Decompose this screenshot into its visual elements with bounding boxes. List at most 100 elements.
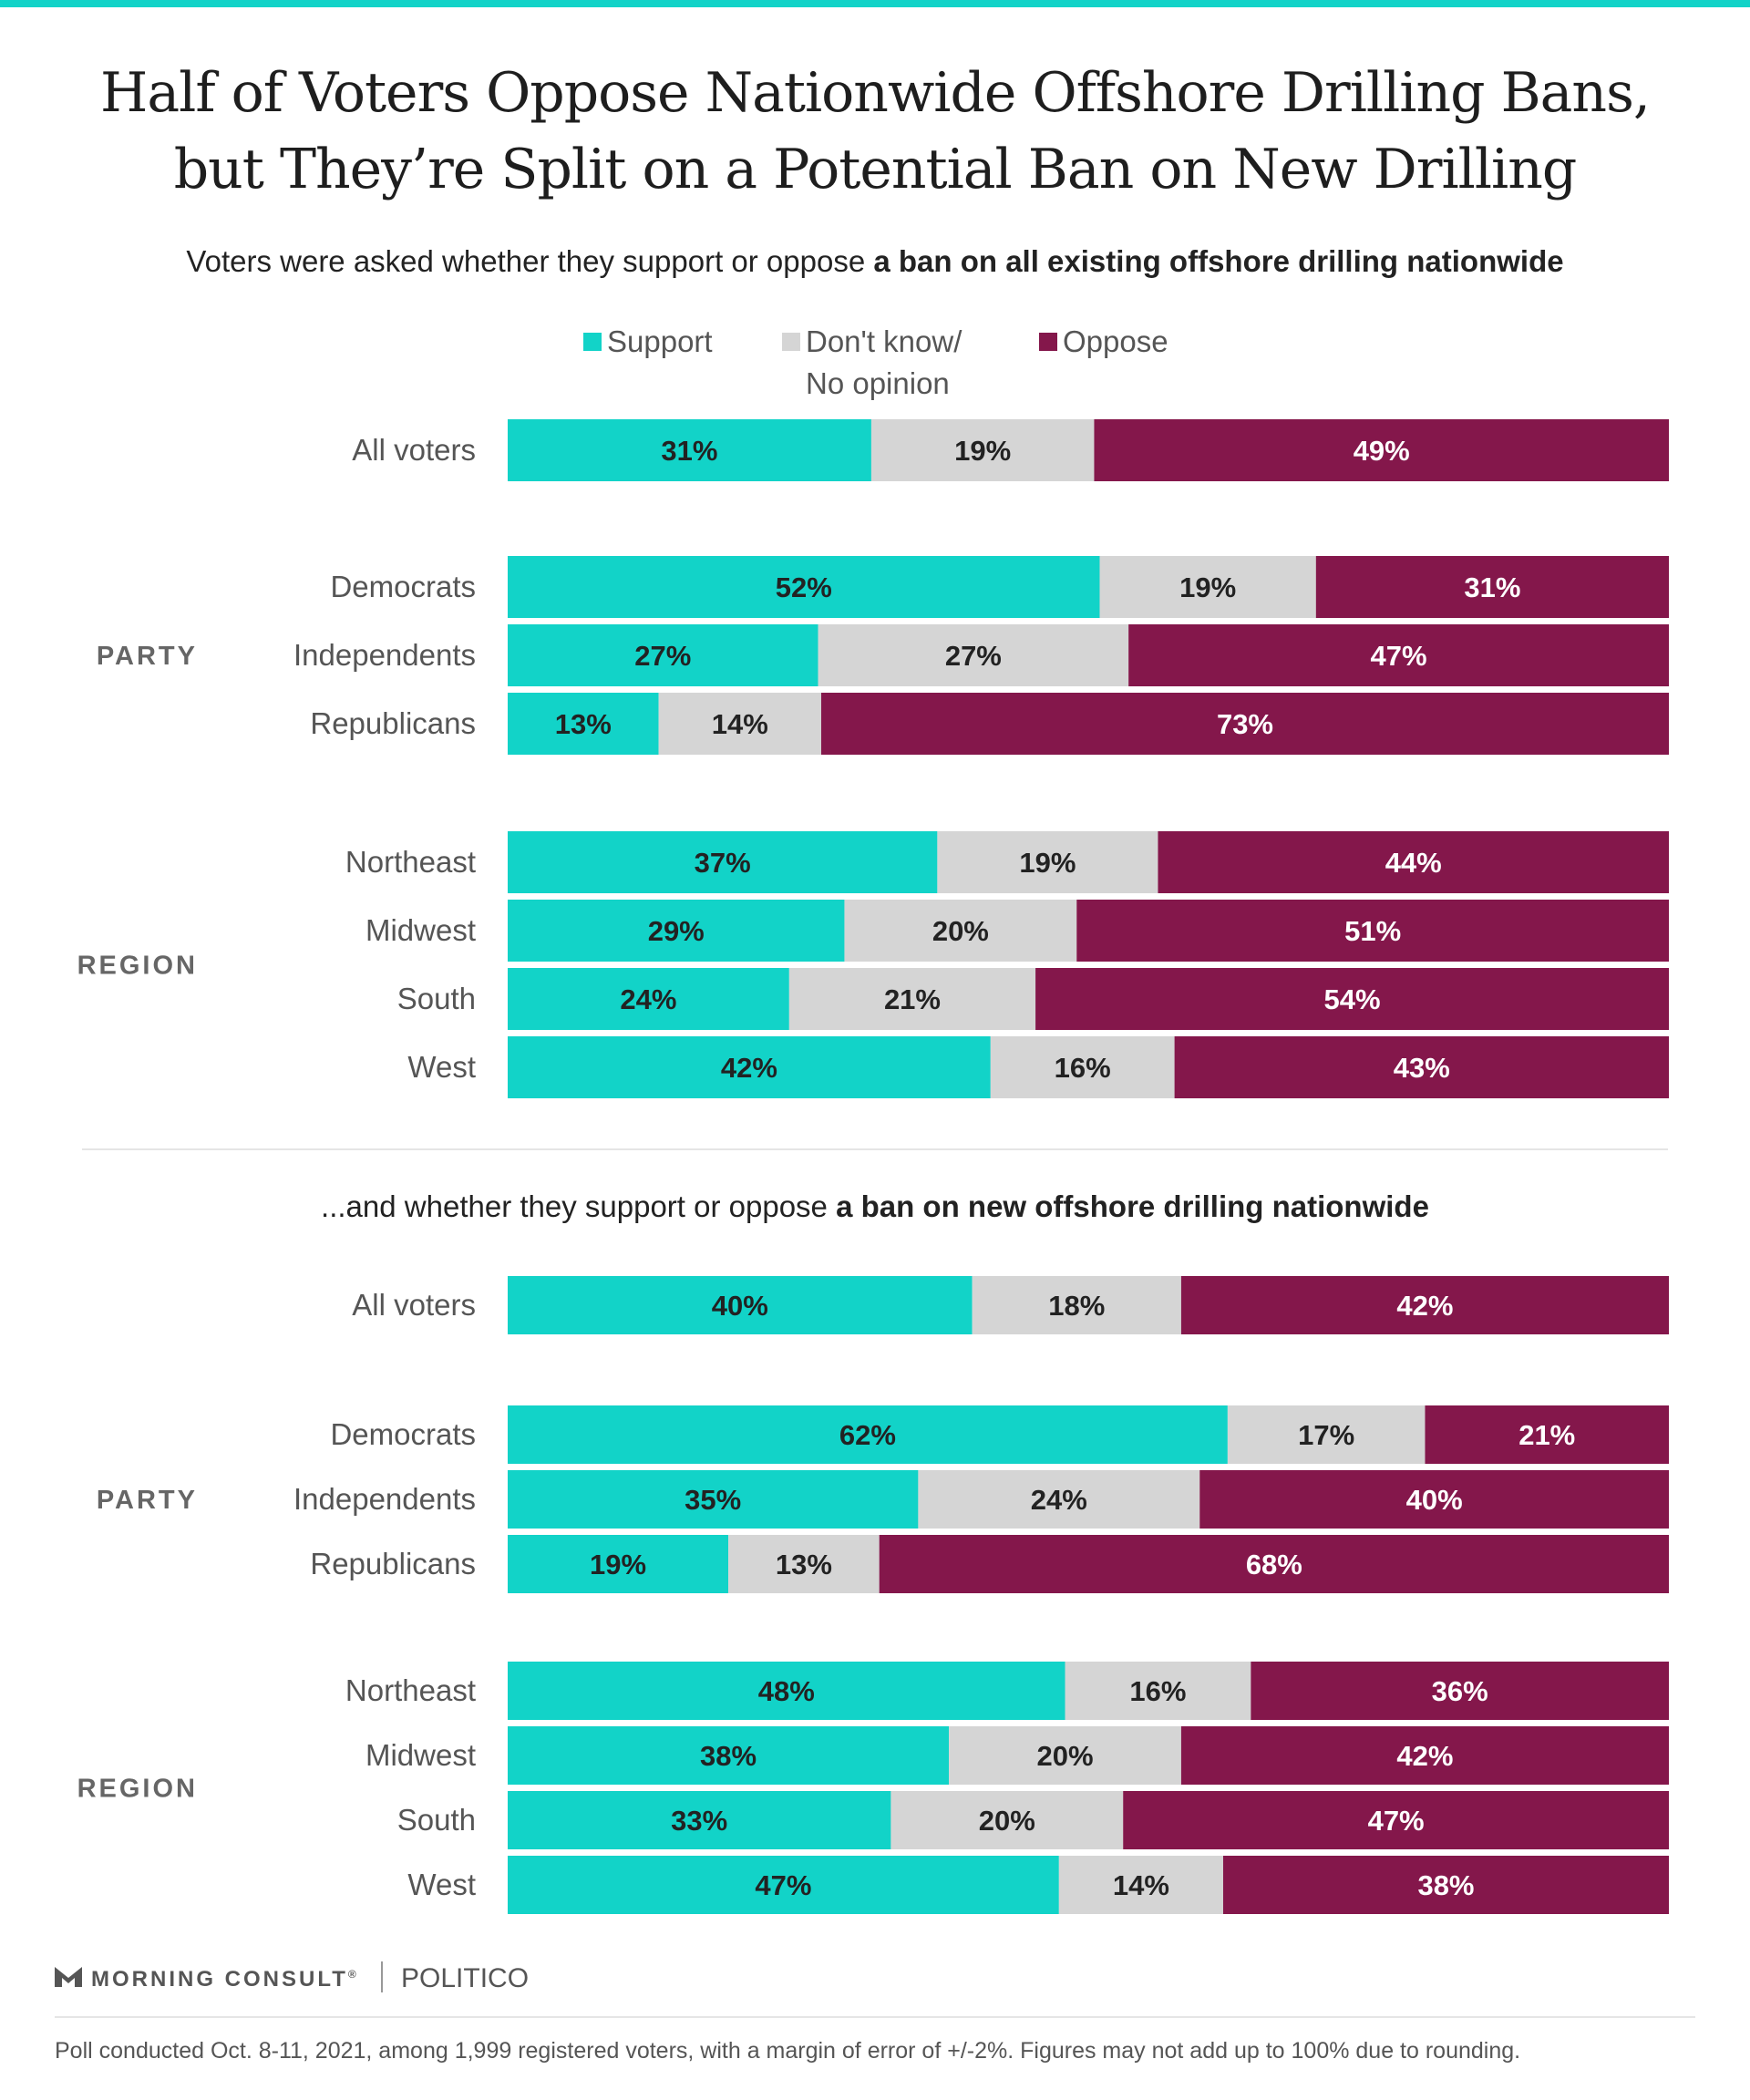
row-label-democrats: Democrats [330,1417,476,1451]
data-label-support-northeast: 37% [695,847,751,879]
bar-dont-know-independents [918,1470,1200,1529]
group-label-party: PARTY [97,642,198,671]
brand-name-text: MORNING CONSULT [91,1967,348,1992]
data-label-dont-know-republicans: 13% [776,1549,832,1580]
chart-title: Half of Voters Oppose Nationwide Offshor… [55,55,1695,208]
brand-separator [381,1961,383,1992]
subtitle-existing-ban: Voters were asked whether they support o… [55,244,1695,279]
legend: Support Don't know/ No opinion Oppose [0,321,1750,412]
data-label-oppose-south: 47% [1368,1805,1425,1837]
morning-consult-logo-icon [55,1967,82,1987]
data-label-dont-know-democrats: 19% [1179,571,1236,603]
bar-support-south [508,1791,891,1849]
bar-oppose-west [1222,1856,1669,1914]
bar-dont-know-south [788,968,1036,1030]
data-label-support-west: 42% [721,1052,777,1084]
subtitle-new-ban: ...and whether they support or oppose a … [55,1189,1695,1224]
bar-support-all-voters [508,419,871,481]
data-label-oppose-all-voters: 49% [1354,435,1410,467]
data-label-oppose-midwest: 51% [1344,915,1401,947]
bar-support-west [508,1856,1059,1914]
data-label-dont-know-democrats: 17% [1298,1419,1354,1451]
bar-dont-know-south [890,1791,1124,1849]
data-label-dont-know-midwest: 20% [932,915,989,947]
bar-oppose-republicans [820,693,1669,755]
bar-support-independents [508,624,818,686]
row-label-northeast: Northeast [345,1673,476,1707]
bar-support-midwest [508,1726,950,1785]
bar-oppose-independents [1128,624,1669,686]
row-label-midwest: Midwest [365,913,476,947]
row-label-democrats: Democrats [330,570,476,603]
title-line-2: but They’re Split on a Potential Ban on … [173,138,1578,201]
row-label-midwest: Midwest [365,1738,476,1772]
partner-name: POLITICO [401,1963,530,1993]
row-label-northeast: Northeast [345,845,476,879]
data-label-support-midwest: 38% [700,1740,757,1772]
row-label-republicans: Republicans [310,706,476,740]
group-label-region: REGION [77,1775,198,1804]
bar-dont-know-all-voters [870,419,1095,481]
legend-dont-know-swatch [782,333,800,351]
bar-support-democrats [508,556,1100,618]
data-label-oppose-democrats: 31% [1464,571,1520,603]
bar-oppose-all-voters [1180,1276,1669,1334]
bar-support-northeast [508,831,938,893]
bar-oppose-democrats [1425,1405,1669,1464]
bar-support-republicans [508,693,659,755]
bar-dont-know-northeast [937,831,1158,893]
bar-dont-know-northeast [1065,1662,1251,1720]
bar-oppose-midwest [1076,900,1669,962]
data-label-support-republicans: 19% [590,1549,646,1580]
row-label-independents: Independents [293,638,476,672]
data-label-oppose-independents: 40% [1406,1484,1463,1516]
bar-oppose-northeast [1251,1662,1669,1720]
data-label-support-midwest: 29% [648,915,705,947]
bar-dont-know-independents [818,624,1129,686]
bar-dont-know-democrats [1227,1405,1426,1464]
data-label-support-republicans: 13% [555,708,612,740]
bar-oppose-south [1123,1791,1669,1849]
data-label-oppose-republicans: 73% [1217,708,1273,740]
bar-dont-know-west [990,1036,1175,1098]
bar-oppose-democrats [1315,556,1669,618]
footer-divider [55,2016,1695,2018]
legend-support-label: Support [607,324,713,358]
data-label-dont-know-independents: 24% [1031,1484,1087,1516]
bar-oppose-west [1174,1036,1669,1098]
data-label-oppose-independents: 47% [1371,640,1427,672]
data-label-dont-know-independents: 27% [945,640,1002,672]
bar-dont-know-midwest [949,1726,1181,1785]
data-label-dont-know-midwest: 20% [1036,1740,1093,1772]
bar-support-midwest [508,900,845,962]
data-label-oppose-south: 54% [1324,983,1381,1015]
section-divider [82,1148,1668,1150]
legend-dont-know-label-2: No opinion [806,366,950,400]
bar-support-all-voters [508,1276,973,1334]
data-label-support-all-voters: 31% [661,435,717,467]
footnote: Poll conducted Oct. 8-11, 2021, among 1,… [55,2038,1521,2064]
bar-support-west [508,1036,991,1098]
top-accent-bar [0,0,1750,7]
data-label-support-northeast: 48% [758,1675,815,1707]
chart-existing-ban: All voters 31% 19% 49% Democrats 52% 19% 31% Ind… [77,419,1669,1098]
bar-oppose-northeast [1158,831,1669,893]
legend-oppose-swatch [1039,333,1057,351]
legend-support-swatch [583,333,602,351]
bar-oppose-independents [1199,1470,1669,1529]
bar-dont-know-west [1058,1856,1223,1914]
data-label-support-independents: 27% [634,640,691,672]
bar-support-independents [508,1470,919,1529]
bar-dont-know-midwest [844,900,1077,962]
data-label-dont-know-republicans: 14% [712,708,768,740]
bar-oppose-all-voters [1094,419,1669,481]
data-label-oppose-northeast: 36% [1432,1675,1488,1707]
bar-oppose-midwest [1180,1726,1669,1785]
row-label-all-voters: All voters [352,1288,476,1322]
data-label-oppose-west: 38% [1417,1869,1474,1901]
data-label-support-south: 24% [620,983,676,1015]
data-label-oppose-west: 43% [1394,1052,1450,1084]
data-label-dont-know-all-voters: 18% [1048,1290,1105,1322]
data-label-dont-know-west: 16% [1055,1052,1111,1084]
data-label-support-west: 47% [755,1869,811,1901]
